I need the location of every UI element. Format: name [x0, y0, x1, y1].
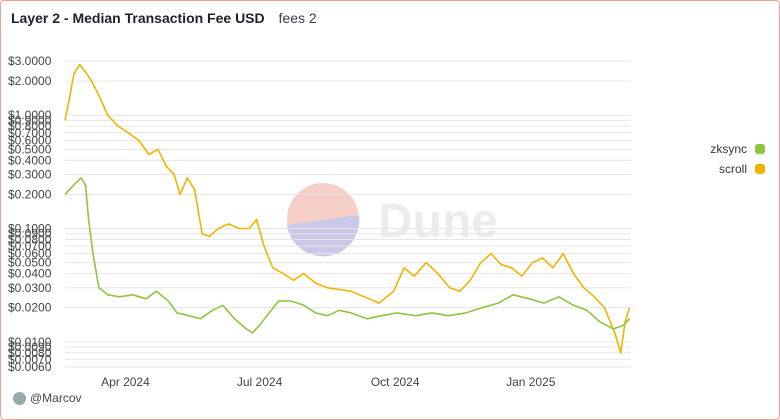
- y-tick-label: $0.1000: [8, 222, 52, 236]
- y-tick-label: $0.9000: [8, 113, 52, 127]
- y-tick-label: $1.0000: [8, 108, 52, 122]
- legend-swatch-zksync: [755, 144, 765, 154]
- chart-title: Layer 2 - Median Transaction Fee USD: [11, 10, 265, 26]
- y-tick-label: $0.0070: [8, 352, 52, 366]
- y-tick-label: $0.0300: [8, 281, 52, 295]
- author-name: @Marcov: [30, 391, 82, 405]
- y-tick-label: $2.0000: [8, 74, 52, 88]
- legend-label-scroll: scroll: [718, 162, 747, 176]
- series-line-scroll: [64, 63, 631, 354]
- y-tick-label: $0.0400: [8, 267, 52, 281]
- y-tick-label: $0.8000: [8, 119, 52, 133]
- author-credit[interactable]: @Marcov: [13, 391, 82, 405]
- x-tick-label: Jan 2025: [506, 375, 556, 389]
- y-tick-label: $0.0900: [8, 227, 52, 241]
- y-tick-label: $0.6000: [8, 133, 52, 147]
- legend-label-zksync: zksync: [710, 142, 747, 156]
- y-tick-label: $3.0000: [8, 54, 52, 68]
- y-tick-label: $0.0800: [8, 233, 52, 247]
- y-tick-label: $0.7000: [8, 126, 52, 140]
- y-tick-label: $0.3000: [8, 167, 52, 181]
- avatar: [13, 391, 26, 405]
- chart-header: Layer 2 - Median Transaction Fee USD fee…: [11, 10, 317, 26]
- chart-subtitle: fees 2: [278, 10, 317, 26]
- y-tick-label: $0.2000: [8, 187, 52, 201]
- x-tick-label: Oct 2024: [371, 375, 420, 389]
- watermark-text: Dune: [378, 195, 498, 248]
- legend-item-scroll[interactable]: scroll: [710, 159, 765, 179]
- x-tick-label: Apr 2024: [101, 375, 150, 389]
- y-tick-label: $0.5000: [8, 142, 52, 156]
- y-tick-label: $0.0100: [8, 335, 52, 349]
- legend-swatch-scroll: [755, 164, 765, 174]
- legend-item-zksync[interactable]: zksync: [710, 139, 765, 159]
- x-tick-label: Jul 2024: [237, 375, 283, 389]
- y-tick-label: $0.0090: [8, 340, 52, 354]
- y-tick-label: $0.0700: [8, 239, 52, 253]
- y-tick-label: $0.0200: [8, 301, 52, 315]
- y-tick-label: $0.0500: [8, 256, 52, 270]
- y-tick-label: $0.4000: [8, 153, 52, 167]
- legend: zksync scroll: [710, 139, 765, 179]
- series-line-zksync: [64, 177, 631, 334]
- y-tick-label: $0.0080: [8, 346, 52, 360]
- y-tick-label: $0.0060: [8, 360, 52, 374]
- y-tick-label: $0.0600: [8, 247, 52, 261]
